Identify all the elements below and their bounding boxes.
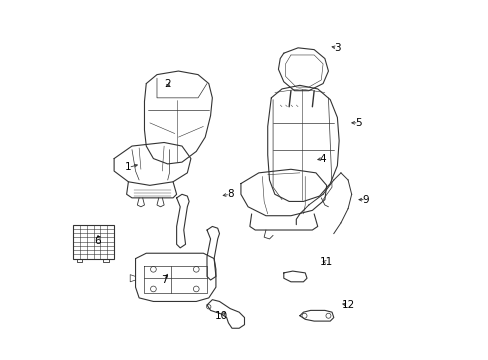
Text: 1: 1	[125, 162, 131, 172]
Text: 9: 9	[362, 195, 368, 204]
Text: 11: 11	[319, 257, 333, 267]
Text: 4: 4	[319, 154, 325, 163]
Text: 5: 5	[355, 118, 362, 128]
Bar	[73, 225, 114, 258]
Text: 12: 12	[341, 300, 354, 310]
Text: 7: 7	[161, 275, 167, 285]
Text: 2: 2	[164, 78, 171, 89]
Text: 6: 6	[95, 236, 101, 246]
Text: 8: 8	[226, 189, 233, 199]
Text: 3: 3	[333, 43, 340, 53]
Text: 10: 10	[214, 311, 227, 321]
